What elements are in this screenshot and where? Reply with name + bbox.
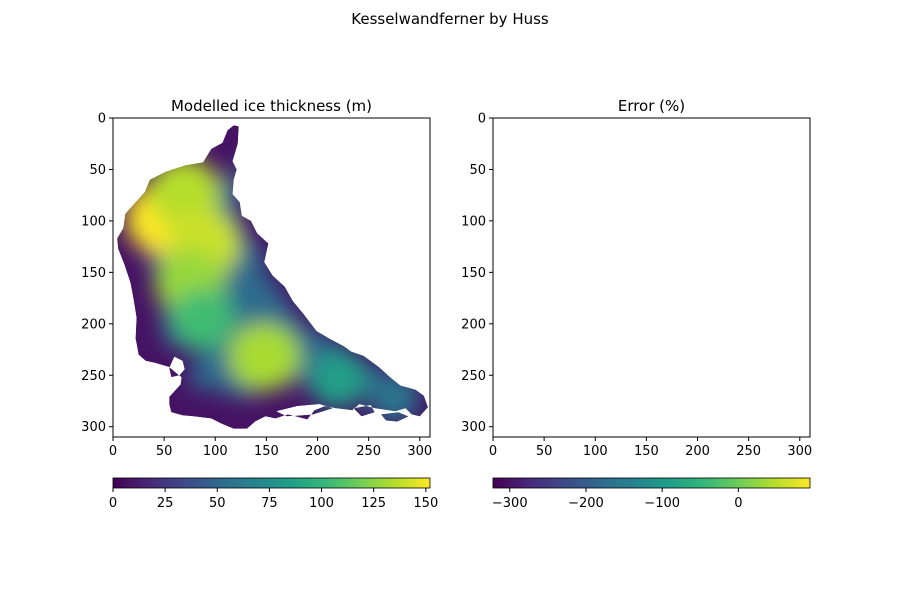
axes-frame (112, 117, 431, 438)
colorbar-tick-label: 50 (209, 496, 226, 511)
thickness-field (117, 125, 428, 429)
x-tick-label: 300 (407, 444, 432, 459)
x-tick-label: 250 (736, 444, 761, 459)
y-tick-label: 50 (469, 163, 486, 178)
thickness-peak (228, 322, 300, 391)
x-tick-label: 100 (583, 444, 608, 459)
colorbar-tick-label: 100 (309, 496, 334, 511)
x-tick-label: 0 (489, 444, 497, 459)
x-tick-label: 50 (156, 444, 173, 459)
x-tick-label: 150 (254, 444, 279, 459)
x-tick-label: 200 (685, 444, 710, 459)
y-tick-label: 100 (81, 214, 106, 229)
y-tick-label: 200 (81, 317, 106, 332)
error-panel: Error (%)0 50 100 150 200 250 3000501001502002… (461, 97, 812, 511)
y-tick-label: 250 (81, 369, 106, 384)
colorbar-tick-label: 125 (361, 496, 386, 511)
colorbar-tick-label: 0 (734, 496, 742, 511)
x-tick-label: 250 (356, 444, 381, 459)
x-tick-label: 300 (787, 444, 812, 459)
x-tick-label: 0 (109, 444, 117, 459)
y-tick-label: 0 (98, 112, 106, 127)
colorbar-tick-label: −300 (492, 496, 528, 511)
thickness-peak (171, 288, 235, 350)
colorbar-tick-label: −200 (568, 496, 604, 511)
y-tick-label: 200 (461, 317, 486, 332)
colorbar-tick-label: 0 (109, 496, 117, 511)
colorbar-tick-label: 25 (157, 496, 174, 511)
thickness-peak (368, 373, 420, 423)
colorbar-tick-label: 150 (413, 496, 438, 511)
y-tick-label: 250 (461, 369, 486, 384)
y-tick-label: 300 (461, 420, 486, 435)
y-tick-label: 0 (478, 112, 486, 127)
colorbar (492, 477, 811, 489)
colorbar-tick-label: 75 (261, 496, 278, 511)
axes-frame (492, 117, 811, 438)
y-tick-label: 150 (81, 266, 106, 281)
x-tick-label: 200 (305, 444, 330, 459)
x-tick-label: 150 (634, 444, 659, 459)
thickness-panel: Modelled ice thickness (m) 0 50 100 150 200 25… (81, 97, 438, 511)
y-tick-label: 300 (81, 420, 106, 435)
y-tick-label: 50 (89, 163, 106, 178)
colorbar-tick-label: −100 (644, 496, 680, 511)
colorbar (112, 477, 431, 489)
y-tick-label: 150 (461, 266, 486, 281)
x-tick-label: 50 (536, 444, 553, 459)
panel-title: Error (%) (618, 97, 685, 115)
panel-title: Modelled ice thickness (m) (171, 97, 372, 115)
figure-title: Kesselwandferner by Huss (351, 10, 549, 28)
x-tick-label: 100 (203, 444, 228, 459)
y-tick-label: 100 (461, 214, 486, 229)
thickness-peak (309, 352, 367, 409)
